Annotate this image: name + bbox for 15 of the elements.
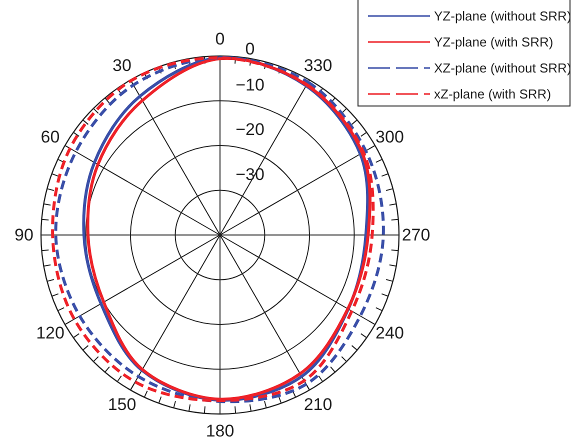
spoke-label: 300: [376, 128, 404, 146]
spoke-label: 330: [304, 56, 332, 75]
spoke-label: 60: [40, 128, 60, 146]
spoke-label: 270: [402, 226, 430, 244]
spoke-label: 240: [376, 324, 404, 342]
spoke-label: 150: [108, 395, 136, 414]
spoke-label: 120: [36, 324, 64, 342]
spoke-label: 180: [206, 422, 234, 440]
y-tick-label: −10: [236, 75, 264, 94]
legend-label: YZ-plane (with SRR): [434, 34, 554, 50]
spoke-label: 30: [112, 56, 132, 75]
y-tick-label: −20: [236, 120, 264, 139]
spoke-label: 90: [14, 226, 34, 244]
legend-label: xZ-plane (with SRR): [434, 86, 552, 102]
spoke-label: 210: [304, 395, 332, 414]
